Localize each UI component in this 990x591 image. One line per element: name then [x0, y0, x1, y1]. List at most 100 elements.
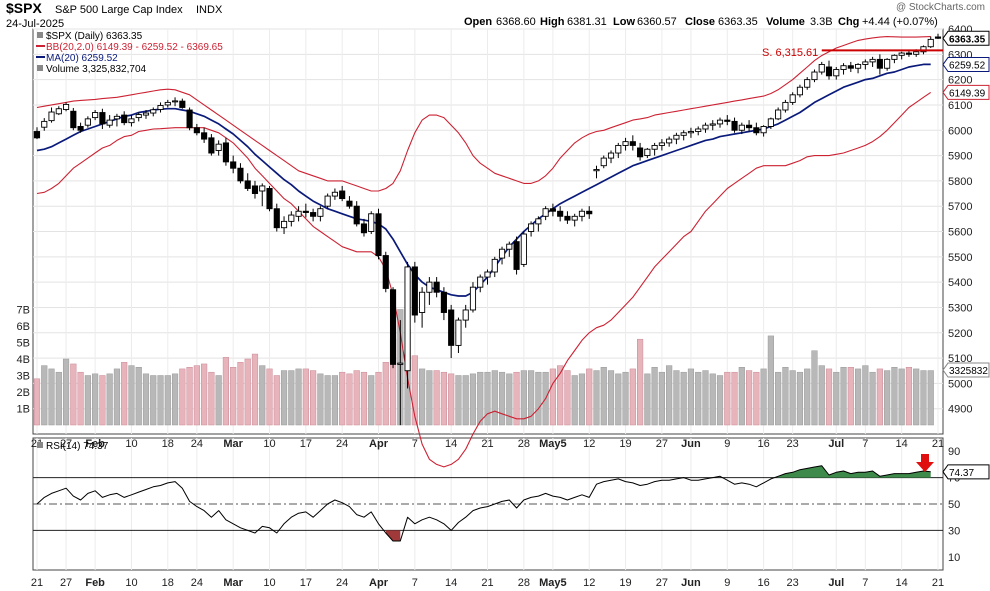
low-label: Low [613, 16, 635, 28]
candle-body [695, 128, 702, 132]
volume-bar [811, 350, 818, 426]
date-tick-label: Jul [828, 577, 844, 589]
volume-bar [135, 367, 142, 426]
date-tick-label: 7 [862, 577, 868, 589]
volume-bar [745, 370, 753, 426]
candle-body [833, 69, 840, 77]
volume-bar [462, 375, 469, 426]
date-tick-label: 28 [518, 438, 530, 450]
last-value-tag: 6259.52 [942, 57, 990, 73]
volume-bar [62, 358, 70, 426]
candle-body [346, 200, 353, 207]
open-value: 6368.60 [496, 16, 536, 28]
candle-body [426, 281, 433, 293]
volume-label: Volume [766, 16, 805, 28]
volume-bar [528, 370, 535, 426]
rsi-oversold-fill [385, 530, 401, 541]
volume-bar [469, 373, 477, 426]
date-tick-label: 17 [300, 577, 312, 589]
volume-bar [753, 371, 760, 426]
price-gridlines [33, 28, 943, 434]
price-tick-label: 5900 [948, 151, 972, 163]
volume-bar [455, 375, 462, 426]
volume-bar [179, 368, 186, 426]
volume-bar [840, 367, 847, 426]
date-tick-label: 27 [656, 577, 668, 589]
date-tick-label: 14 [445, 438, 457, 450]
candle-body [368, 213, 375, 232]
candle-body [55, 108, 62, 115]
last-value-tag-text: 6149.39 [949, 88, 986, 99]
candle-body [404, 266, 411, 372]
candle-body [157, 104, 164, 110]
price-tick-label: 6100 [948, 100, 972, 112]
volume-bar [731, 371, 738, 426]
volume-bar [208, 371, 215, 426]
volume-bar [215, 375, 222, 426]
volume-bar [695, 371, 702, 426]
candle-body [48, 111, 55, 122]
price-tick-label: 5000 [948, 378, 972, 390]
volume-bar [368, 375, 375, 426]
volume-bar [586, 368, 593, 426]
candle-body [891, 54, 898, 60]
date-tick-label: Mar [223, 438, 243, 450]
candle-body [804, 79, 811, 88]
candle-body [121, 114, 128, 124]
price-tick-label: 4900 [948, 404, 972, 416]
candle-body [680, 132, 687, 136]
volume-bars [33, 309, 934, 426]
volume-bar [84, 375, 91, 426]
date-tick-label: Apr [369, 438, 389, 450]
price-legend: $SPX (Daily) 6363.35 BB(20,2.0) 6149.39 … [36, 31, 223, 75]
volume-bar [288, 370, 295, 426]
volume-bar [266, 368, 273, 426]
candle-body [128, 118, 135, 124]
last-value-tag-box [942, 57, 990, 73]
candle-body [571, 215, 578, 221]
date-tick-label: May5 [539, 438, 567, 450]
candle-body [855, 63, 862, 69]
date-tick-label: 14 [445, 577, 457, 589]
volume-bar [898, 368, 905, 426]
candle-body [578, 210, 586, 217]
volume-bar [644, 373, 651, 426]
volume-bar [847, 367, 854, 426]
volume-bar [382, 362, 389, 426]
price-tick-label: 5100 [948, 353, 972, 365]
symbol-title: $SPX [6, 0, 42, 16]
legend-volume: Volume 3,325,832,704 [46, 64, 147, 75]
candle-body [651, 144, 658, 150]
candle-body [637, 147, 644, 158]
date-tick-label: 23 [787, 438, 799, 450]
volume-bar [244, 358, 251, 426]
volume-bar [818, 365, 825, 426]
candle-body [164, 101, 171, 106]
volume-bar [33, 378, 41, 426]
candle-body [353, 205, 360, 225]
volume-bar [295, 368, 302, 426]
candle-body [716, 119, 724, 125]
volume-bar [869, 371, 876, 426]
last-value-tag-box [942, 464, 990, 480]
candle-body [448, 309, 455, 346]
candle-body [702, 124, 709, 130]
date-tick-label: 21 [481, 577, 493, 589]
chg-label: Chg [838, 16, 859, 28]
watermark: @ StockCharts.com [896, 2, 985, 13]
volume-bar [302, 368, 309, 426]
volume-bar [804, 368, 811, 426]
candle-body [230, 161, 237, 169]
low-value: 6360.57 [637, 16, 677, 28]
candle-body [593, 169, 600, 172]
candle-body [375, 213, 382, 256]
last-value-tag-text: 74.37 [949, 468, 974, 479]
volume-bar [854, 368, 862, 426]
volume-bar [230, 367, 237, 426]
volume-bar [825, 368, 833, 426]
date-tick-label: Jun [681, 438, 701, 450]
volume-bar [77, 371, 84, 426]
date-tick-label: 18 [162, 577, 174, 589]
volume-bar [833, 371, 840, 426]
volume-value: 3.3B [810, 16, 833, 28]
